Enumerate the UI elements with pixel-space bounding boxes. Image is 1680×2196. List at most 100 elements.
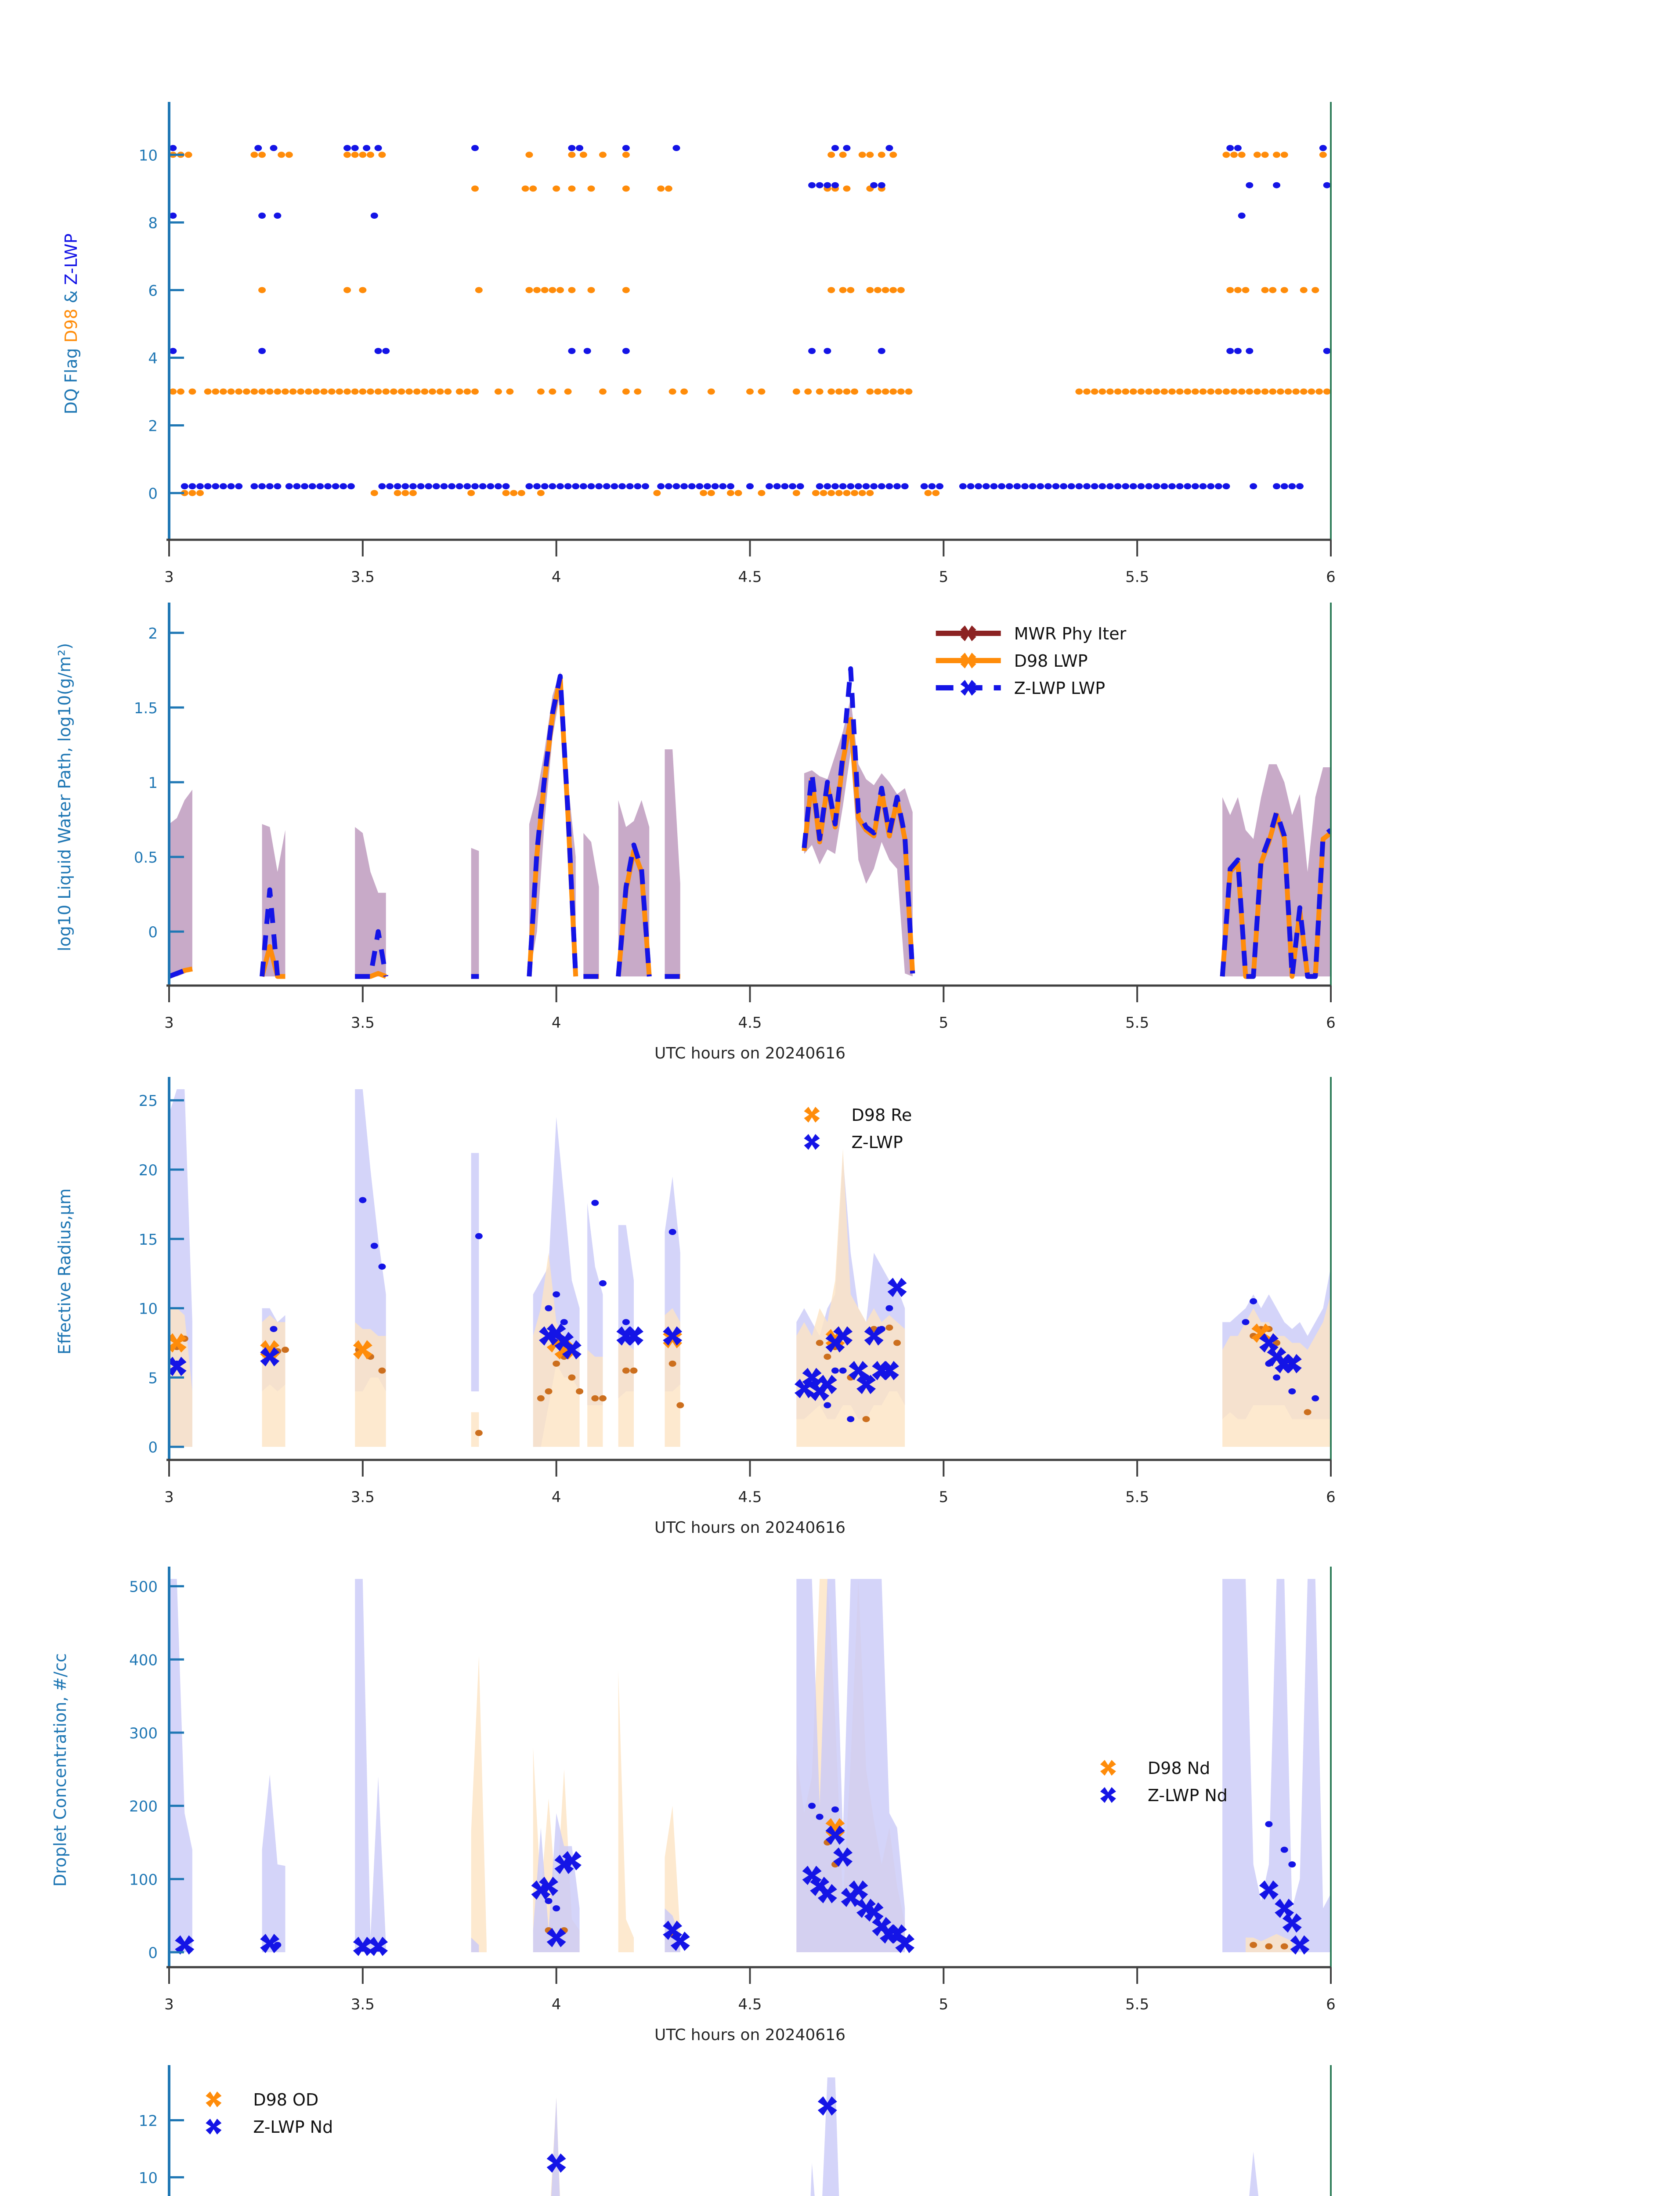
legend-label: Z-LWP Nd	[1148, 1786, 1228, 1805]
data-point	[553, 1905, 560, 1911]
data-point	[668, 1229, 676, 1235]
data-point	[471, 145, 479, 152]
data-point	[421, 388, 429, 395]
y-tick-label: 10	[139, 2169, 158, 2187]
data-point	[1273, 1340, 1281, 1346]
data-point	[1129, 483, 1137, 490]
data-point	[1242, 1319, 1250, 1326]
data-point	[1238, 388, 1246, 395]
legend-label: Z-LWP Nd	[253, 2117, 333, 2137]
legend-label: Z-LWP	[852, 1133, 903, 1152]
data-point	[1242, 287, 1250, 293]
data-point	[1044, 483, 1052, 490]
data-point	[324, 483, 332, 490]
data-point	[1296, 483, 1304, 490]
data-point	[665, 185, 672, 192]
legend-swatch-marker	[960, 680, 976, 696]
data-point	[1292, 388, 1300, 395]
data-point	[266, 483, 274, 490]
data-point	[1122, 388, 1130, 395]
data-marker-x	[546, 2153, 566, 2173]
data-point	[1122, 483, 1130, 490]
x-axis-label: UTC hours on 20240616	[654, 1044, 845, 1062]
data-point	[746, 388, 754, 395]
uncertainty-band	[1249, 2151, 1259, 2196]
data-point	[184, 152, 192, 158]
data-point	[537, 490, 545, 496]
data-point	[1273, 182, 1281, 188]
data-point	[885, 145, 893, 152]
uncertainty-band	[1246, 1934, 1292, 1952]
data-point	[824, 348, 831, 354]
data-point	[1230, 388, 1238, 395]
data-point	[905, 388, 913, 395]
data-point	[432, 483, 440, 490]
data-point	[1311, 1395, 1319, 1401]
data-point	[936, 483, 944, 490]
data-point	[862, 483, 870, 490]
data-point	[188, 490, 196, 496]
data-point	[882, 388, 889, 395]
data-point	[394, 490, 401, 496]
data-point	[378, 1263, 386, 1270]
legend-swatch-marker	[1100, 1787, 1116, 1803]
data-point	[1246, 182, 1254, 188]
data-point	[1075, 388, 1083, 395]
data-point	[340, 483, 347, 490]
data-point	[471, 185, 479, 192]
data-point	[579, 483, 587, 490]
data-point	[599, 1395, 607, 1401]
uncertainty-band	[471, 1937, 479, 1952]
series-z-lwp-re-small	[173, 1197, 1319, 1423]
data-point	[553, 1360, 560, 1367]
x-tick-label: 3	[164, 1014, 174, 1032]
data-point	[579, 152, 587, 158]
data-point	[545, 1898, 553, 1904]
data-point	[1226, 287, 1234, 293]
data-point	[599, 1280, 607, 1286]
x-tick-label: 5	[939, 1488, 949, 1506]
data-point	[831, 483, 839, 490]
data-point	[622, 1319, 630, 1326]
data-point	[370, 213, 378, 219]
data-marker-x	[802, 1368, 822, 1387]
data-point	[1269, 388, 1277, 395]
y-tick-label: 0	[148, 1439, 158, 1456]
data-point	[858, 490, 866, 496]
data-marker-x	[856, 1375, 876, 1394]
data-point	[870, 483, 878, 490]
data-point	[843, 185, 851, 192]
data-point	[618, 483, 626, 490]
data-point	[308, 483, 316, 490]
uncertainty-band	[471, 1153, 479, 1391]
plot-area	[169, 666, 1331, 979]
data-point	[1075, 483, 1083, 490]
data-point	[351, 152, 359, 158]
data-point	[901, 483, 909, 490]
data-point	[707, 490, 715, 496]
data-point	[1323, 348, 1331, 354]
axes: 0 0.5 1 1.5 2 3 3.5 4 4.5 5 5.5 6 UTC hours on 20240…	[55, 603, 1336, 1062]
data-point	[502, 490, 510, 496]
y-tick-label: 12	[139, 2112, 158, 2130]
data-point	[630, 1367, 638, 1374]
data-point	[893, 483, 901, 490]
x-tick-label: 5.5	[1125, 1488, 1149, 1506]
data-point	[181, 483, 188, 490]
uncertainty-band	[262, 1774, 285, 1952]
data-marker-x	[817, 2096, 837, 2116]
x-tick-label: 6	[1326, 1014, 1336, 1032]
data-point	[781, 483, 789, 490]
plot-area	[546, 2077, 1259, 2196]
data-point	[1253, 152, 1261, 158]
data-point	[289, 388, 297, 395]
zlwp-lwp-line	[616, 842, 652, 977]
data-marker-x	[833, 1326, 853, 1346]
data-point	[831, 145, 839, 152]
x-tick-label: 5.5	[1125, 568, 1149, 586]
y-tick-label: 20	[139, 1162, 158, 1179]
data-point	[866, 152, 874, 158]
series-z-lwp-re	[169, 1278, 1302, 1401]
data-point	[351, 388, 359, 395]
